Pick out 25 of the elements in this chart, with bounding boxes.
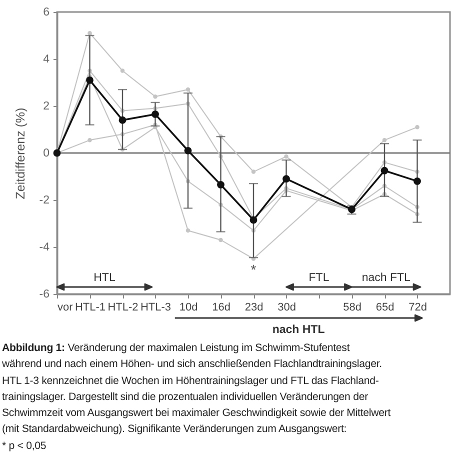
x-tick-label: HTL-3 [140,302,172,314]
text: nach HTL [272,324,325,336]
annotation: nach FTL [362,272,412,284]
y-tick-label: -6 [39,288,50,300]
annotation: * [250,262,257,278]
text: Abbildung 1: Veränderung der maximalen Leistung im Schwimm-Stufentest während und nach einem Höhen- und sich anschließenden Flachlandtrainingslager. HTL 1-3 kennzeichnet die Wochen im Höhentrainingslager und FTL das Flachland- trainingslager. Dargestellt sind die prozentualen individuellen Veränderungen der Schwimmzeit vom Ausgangswert bei maximaler Geschwindigkeit sowie der Mittelwert (mit Standardabweichung). Signifikante Veränderungen zum Ausgangswert: * p < 0,05 [1,341,392,454]
y-axis-title: Zeitdifferenz (%) [13,108,28,200]
x-tick-label: 58d [343,302,362,314]
x-tick-label: 65d [376,302,394,314]
y-tick-label: -2 [39,194,50,206]
y-tick-label: 0 [43,148,50,160]
x-tick-label: 72d [408,302,427,314]
x-tick-label: 30d [278,302,296,314]
x-tick-label: 23d [244,302,264,314]
y-tick-label: 2 [43,100,50,112]
y-tick-label: -4 [39,242,50,254]
y-tick-label: 6 [43,6,50,18]
x-tick-label: 10d [179,302,198,314]
x-tick-label: vor [58,302,74,314]
annotation: FTL [308,272,330,284]
x-tick-label: HTL-1 [74,302,106,314]
annotation: HTL [94,272,116,284]
y-tick-label: 4 [43,54,50,66]
x-tick-label: HTL-2 [108,302,138,314]
x-tick-label: 16d [212,302,230,314]
